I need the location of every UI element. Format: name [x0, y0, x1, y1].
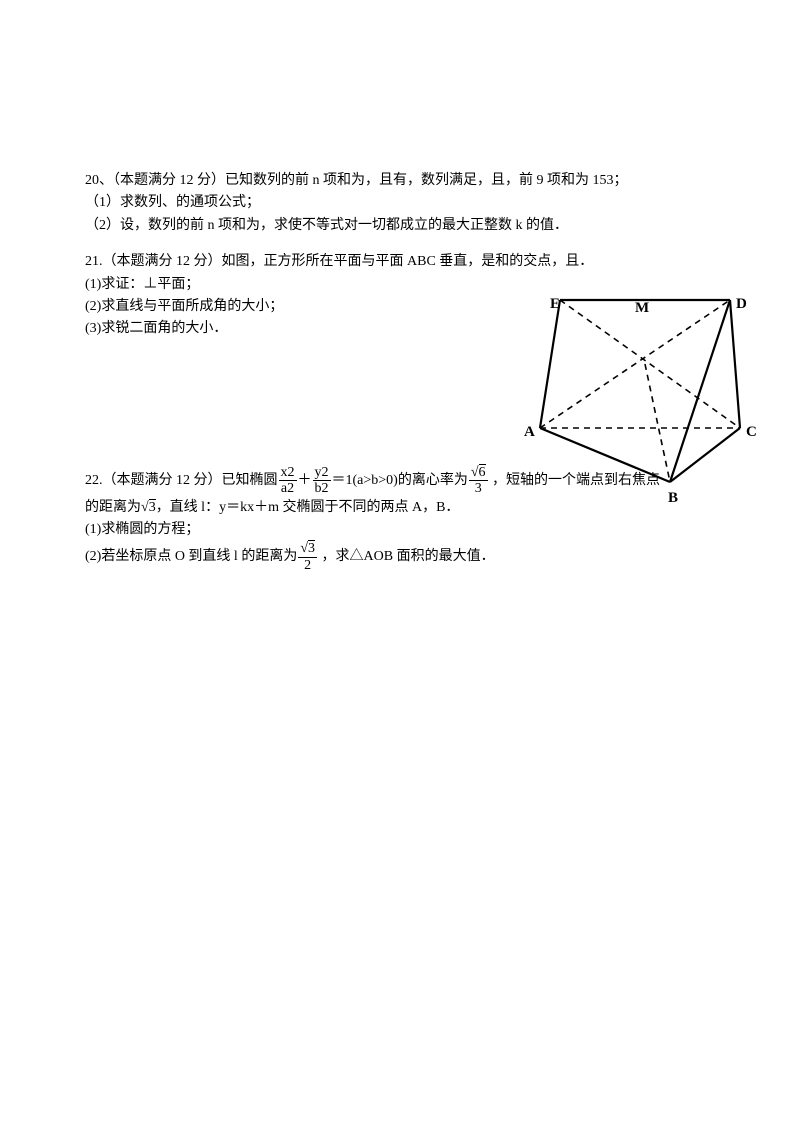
q22-line1: 22.（本题满分 12 分）已知椭圆x2a2＋y2b2＝1(a>b>0)的离心率… [85, 465, 715, 497]
q21-part2: (2)求直线与平面所成角的大小； [85, 296, 715, 318]
frac-y2b2: y2b2 [313, 465, 331, 497]
q22-suffix: ，短轴的一个端点到右焦点 [489, 473, 661, 488]
plus-1: ＋ [298, 473, 312, 488]
q21-header: 21.（本题满分 12 分）如图，正方形所在平面与平面 ABC 垂直，是和的交点… [85, 251, 715, 273]
page-container: 20、（本题满分 12 分）已知数列的前 n 项和为，且有，数列满足，且，前 9… [0, 0, 800, 1132]
frac-x2a2: x2a2 [279, 465, 297, 497]
problem-20: 20、（本题满分 12 分）已知数列的前 n 项和为，且有，数列满足，且，前 9… [85, 170, 715, 237]
problem-22: 22.（本题满分 12 分）已知椭圆x2a2＋y2b2＝1(a>b>0)的离心率… [85, 465, 715, 573]
q22-part2: (2)若坐标原点 O 到直线 l 的距离为√32 ，求△AOB 面积的最大值． [85, 541, 715, 573]
q22-line2-prefix: 的距离为 [85, 500, 141, 515]
q22-mid2: ＝1(a>b>0)的离心率为 [332, 473, 468, 488]
q21-part3: (3)求锐二面角的大小． [85, 318, 715, 340]
problem-21: 21.（本题满分 12 分）如图，正方形所在平面与平面 ABC 垂直，是和的交点… [85, 251, 715, 341]
q22-line2: 的距离为√3，直线 l：y＝kx＋m 交椭圆于不同的两点 A，B． [85, 497, 715, 519]
q22-part1: (1)求椭圆的方程； [85, 519, 715, 541]
frac-sqrt6-3: √63 [469, 465, 488, 497]
q20-header: 20、（本题满分 12 分）已知数列的前 n 项和为，且有，数列满足，且，前 9… [85, 170, 715, 192]
q22-part2-prefix: (2)若坐标原点 O 到直线 l 的距离为 [85, 549, 297, 564]
q21-part1: (1)求证：⊥平面； [85, 274, 715, 296]
q22-header-prefix: 22.（本题满分 12 分）已知椭圆 [85, 473, 278, 488]
q20-part2: （2）设，数列的前 n 项和为，求使不等式对一切都成立的最大正整数 k 的值． [85, 215, 715, 237]
label-C: C [746, 420, 757, 444]
q22-part2-suffix: ，求△AOB 面积的最大值． [318, 549, 495, 564]
edge-DC [730, 300, 740, 428]
frac-sqrt3-2: √32 [298, 541, 317, 573]
label-A: A [524, 420, 535, 444]
q22-line2-suffix: ，直线 l：y＝kx＋m 交椭圆于不同的两点 A，B． [156, 500, 460, 515]
label-D: D [736, 292, 747, 316]
q20-part1: （1）求数列、的通项公式； [85, 192, 715, 214]
sqrt3-inline: √3 [141, 499, 156, 515]
